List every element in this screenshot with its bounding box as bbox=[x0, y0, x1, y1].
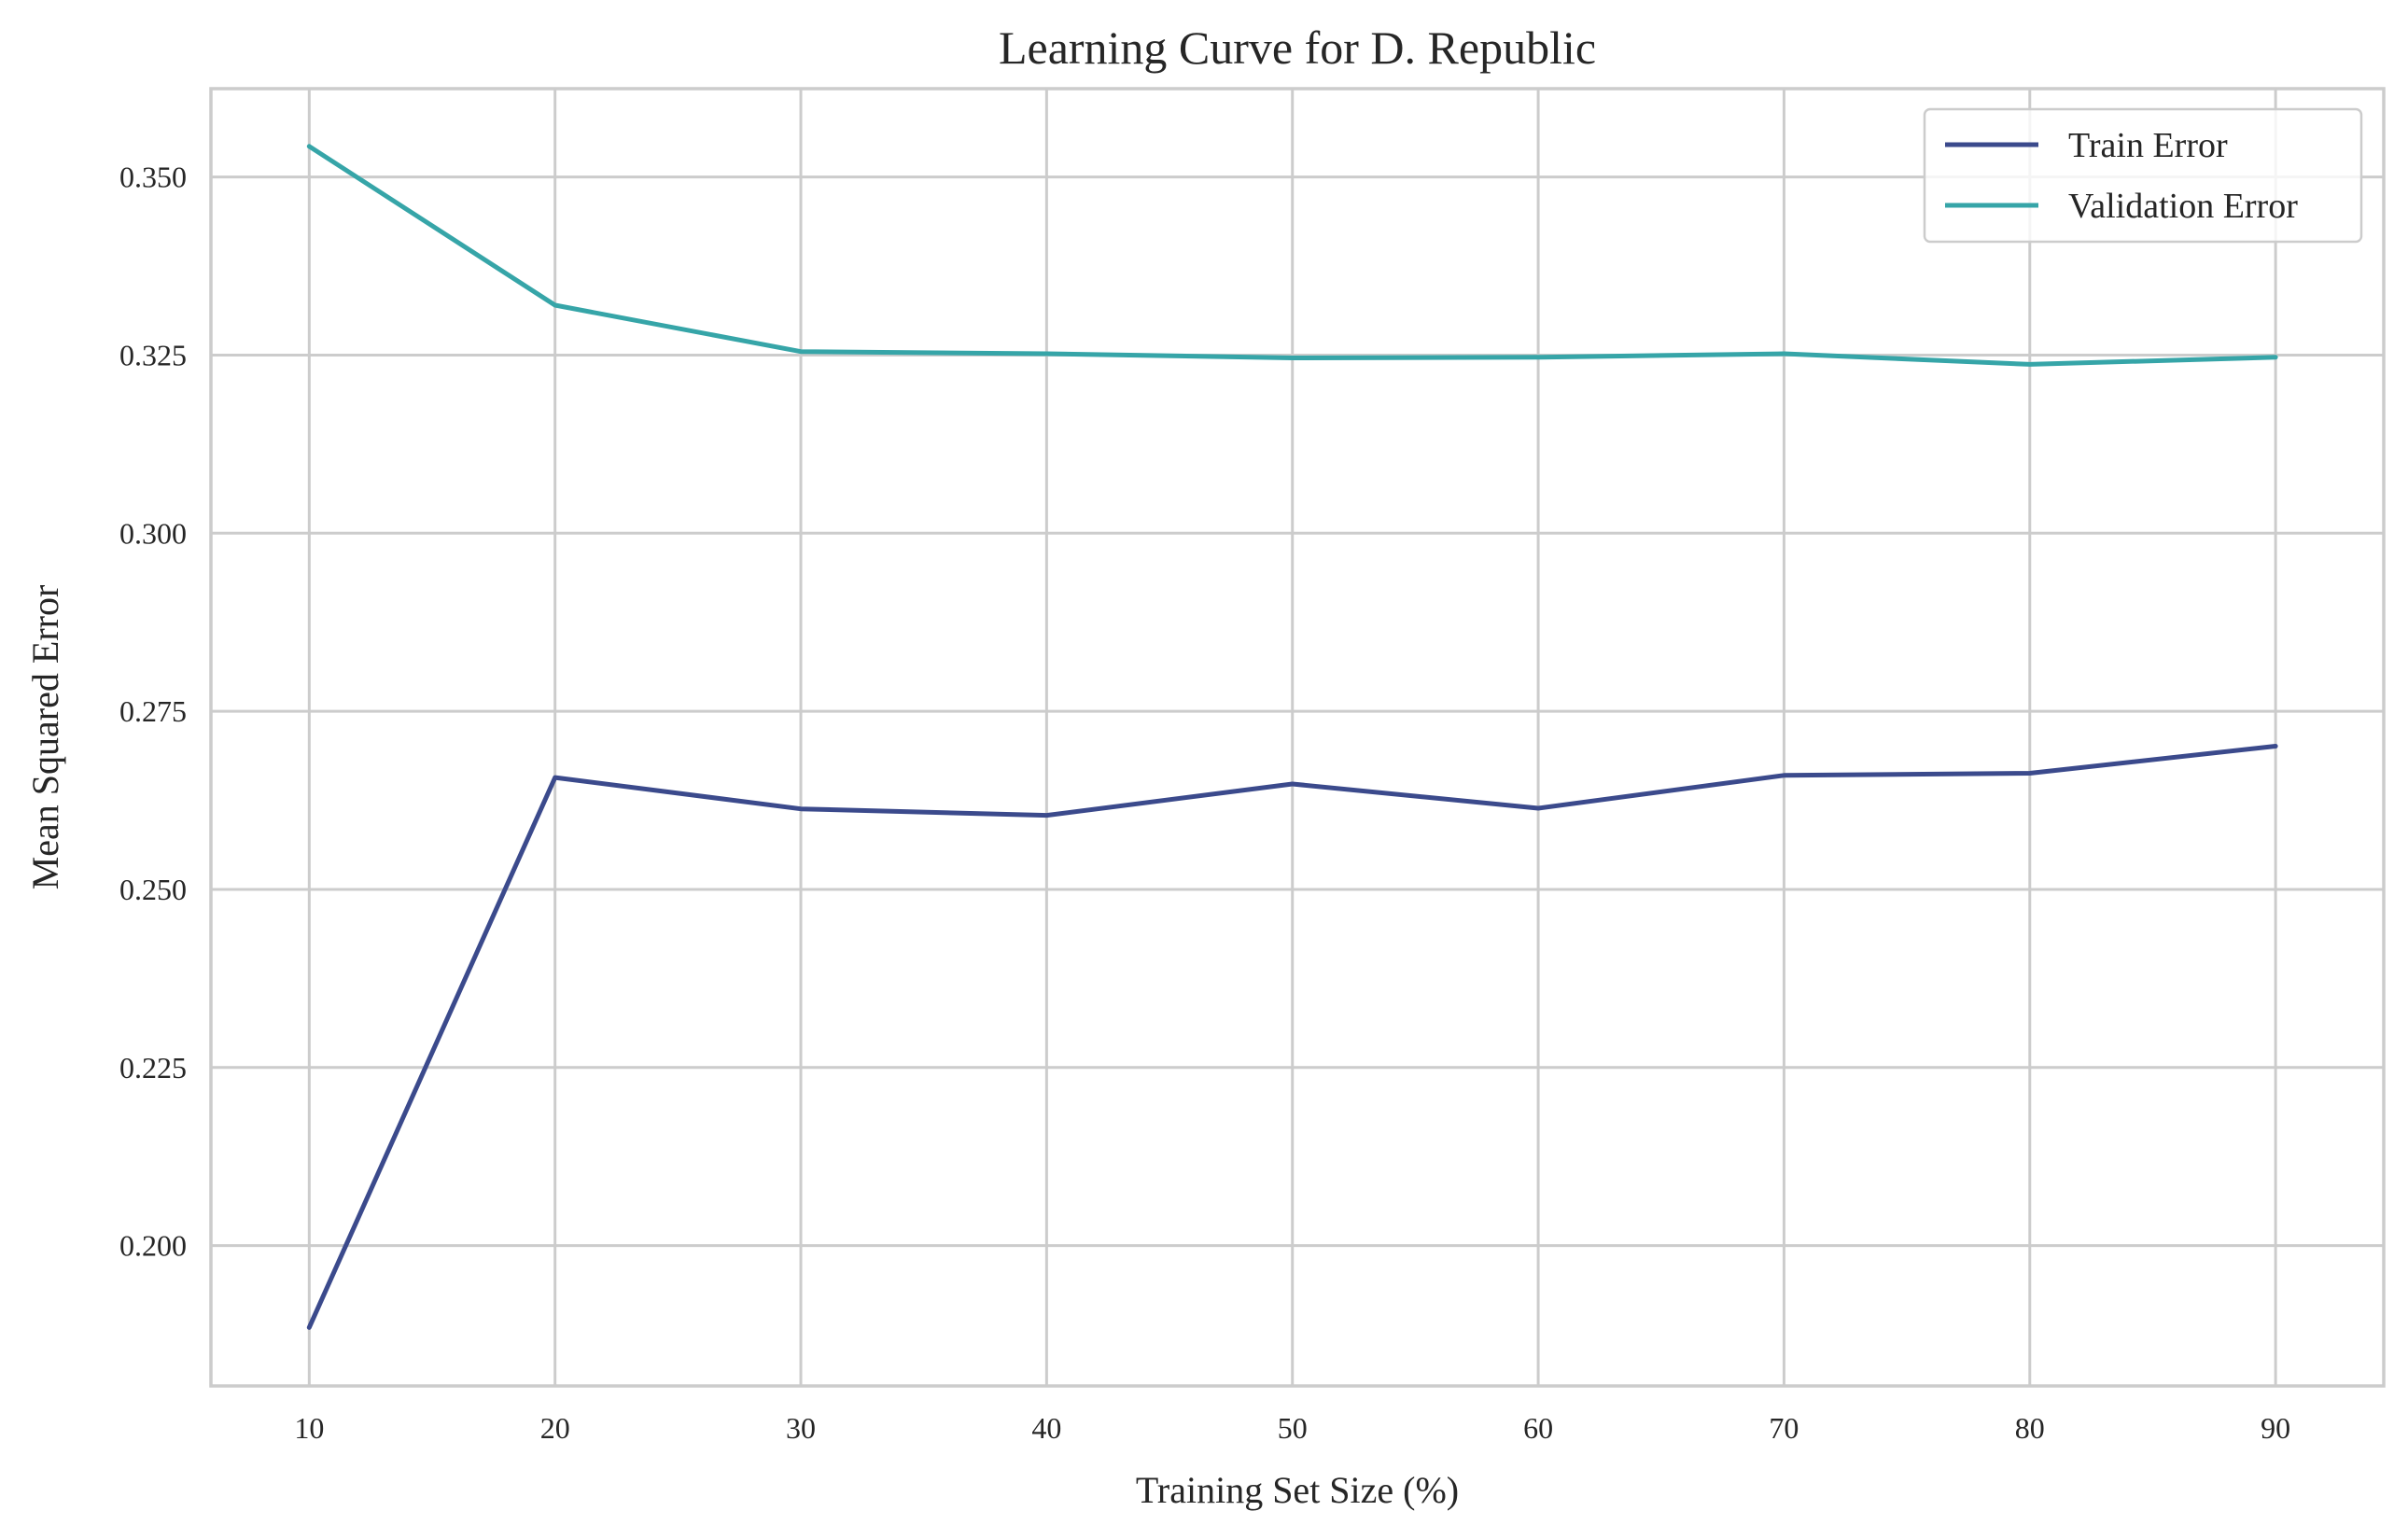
x-tick-label: 40 bbox=[1031, 1411, 1061, 1445]
x-tick-label: 70 bbox=[1769, 1411, 1799, 1445]
y-tick-labels: 0.200 0.225 0.250 0.275 0.300 0.325 0.350 bbox=[119, 161, 187, 1263]
series-line-validation-error bbox=[306, 144, 2278, 367]
x-tick-labels: 10 20 30 40 50 60 70 80 90 bbox=[294, 1411, 2290, 1445]
plot-frame bbox=[209, 87, 2386, 1388]
y-tick-label: 0.200 bbox=[119, 1229, 187, 1263]
y-tick-label: 0.250 bbox=[119, 873, 187, 906]
y-tick-label: 0.325 bbox=[119, 338, 187, 371]
y-tick-label: 0.350 bbox=[119, 161, 187, 194]
series-line-train-error bbox=[306, 744, 2278, 1330]
grid-layer bbox=[211, 89, 2384, 1386]
legend-label: Train Error bbox=[2068, 126, 2228, 165]
y-tick-label: 0.225 bbox=[119, 1051, 187, 1084]
x-tick-label: 80 bbox=[2015, 1411, 2045, 1445]
series-layer bbox=[306, 144, 2278, 1330]
x-tick-label: 60 bbox=[1523, 1411, 1553, 1445]
y-axis-label: Mean Squared Error bbox=[24, 585, 66, 890]
x-tick-label: 30 bbox=[786, 1411, 816, 1445]
x-tick-label: 20 bbox=[540, 1411, 570, 1445]
legend: Train Error Validation Error bbox=[1923, 107, 2363, 244]
x-tick-label: 90 bbox=[2261, 1411, 2290, 1445]
y-tick-label: 0.300 bbox=[119, 516, 187, 550]
legend-label: Validation Error bbox=[2068, 187, 2298, 226]
legend-items: Train Error Validation Error bbox=[1945, 126, 2298, 226]
x-tick-label: 50 bbox=[1278, 1411, 1308, 1445]
x-tick-label: 10 bbox=[294, 1411, 324, 1445]
x-axis-label: Training Set Size (%) bbox=[1136, 1469, 1459, 1511]
y-tick-label: 0.275 bbox=[119, 694, 187, 728]
chart-title: Learning Curve for D. Republic bbox=[999, 21, 1596, 74]
